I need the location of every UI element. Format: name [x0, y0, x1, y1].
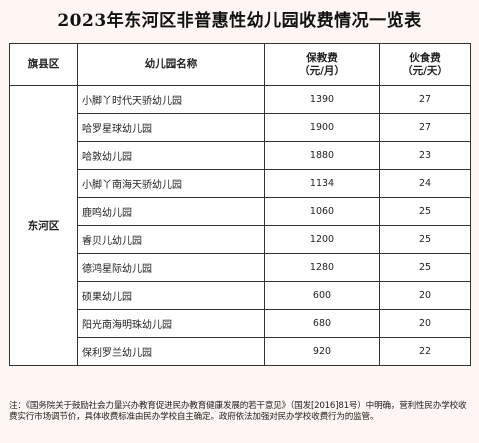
header-meal-line2: （元/天）	[402, 64, 448, 77]
table-row: 阳光南海明珠幼儿园 680 20	[10, 309, 471, 338]
tuition-cell: 1880	[264, 141, 380, 170]
footnote: 注：《国务院关于鼓励社会力量兴办教育促进民办教育健康发展的若干意见》（国发[20…	[9, 401, 467, 422]
meal-fee-cell: 20	[379, 281, 471, 310]
kindergarten-name-cell: 小脚丫时代天骄幼儿园	[77, 85, 265, 114]
table-row: 哈罗星球幼儿园 1900 27	[10, 113, 471, 142]
kindergarten-name-cell: 德鸿星际幼儿园	[77, 253, 265, 282]
table-row: 睿贝儿幼儿园 1200 25	[10, 225, 471, 254]
tuition-cell: 1060	[264, 197, 380, 226]
district-cell: 东河区	[9, 85, 78, 366]
header-tuition-line1: 保教费	[306, 51, 338, 64]
tuition-cell: 1390	[264, 85, 380, 114]
table-row: 哈敦幼儿园 1880 23	[10, 141, 471, 170]
meal-fee-cell: 23	[379, 141, 471, 170]
meal-fee-cell: 27	[379, 85, 471, 114]
meal-fee-cell: 22	[379, 337, 471, 366]
tuition-cell: 1280	[264, 253, 380, 282]
tuition-cell: 1900	[264, 113, 380, 142]
tuition-cell: 1200	[264, 225, 380, 254]
table-row: 德鸿星际幼儿园 1280 25	[10, 253, 471, 282]
tuition-cell: 920	[264, 337, 380, 366]
kindergarten-name-cell: 小脚丫南海天骄幼儿园	[77, 169, 265, 198]
header-meal: 伙食费 （元/天）	[379, 43, 471, 86]
header-tuition-line2: （元/月）	[299, 64, 345, 77]
header-tuition: 保教费 （元/月）	[264, 43, 380, 86]
fee-table: 旗县区 幼儿园名称 保教费 （元/月） 伙食费 （元/天） 东河区 小脚丫时代天骄…	[9, 43, 471, 366]
meal-fee-cell: 25	[379, 197, 471, 226]
meal-fee-cell: 24	[379, 169, 471, 198]
kindergarten-name-cell: 保利罗兰幼儿园	[77, 337, 265, 366]
tuition-cell: 680	[264, 309, 380, 338]
table-row: 鹿鸣幼儿园 1060 25	[10, 197, 471, 226]
table-row: 硕果幼儿园 600 20	[10, 281, 471, 310]
header-district: 旗县区	[9, 43, 78, 86]
table-row: 保利罗兰幼儿园 920 22	[10, 337, 471, 366]
kindergarten-name-cell: 睿贝儿幼儿园	[77, 225, 265, 254]
kindergarten-name-cell: 哈罗星球幼儿园	[77, 113, 265, 142]
header-name: 幼儿园名称	[77, 43, 265, 86]
kindergarten-name-cell: 阳光南海明珠幼儿园	[77, 309, 265, 338]
page-title: 2023年东河区非普惠性幼儿园收费情况一览表	[57, 11, 422, 31]
meal-fee-cell: 27	[379, 113, 471, 142]
table-row: 东河区 小脚丫时代天骄幼儿园 1390 27	[9, 85, 471, 366]
meal-fee-cell: 25	[379, 253, 471, 282]
meal-fee-cell: 20	[379, 309, 471, 338]
table-row: 小脚丫南海天骄幼儿园 1134 24	[10, 169, 471, 198]
tuition-cell: 1134	[264, 169, 380, 198]
table-body: 东河区 小脚丫时代天骄幼儿园 1390 27 哈罗星球幼儿园 1900 27 哈敦幼儿园 188…	[9, 85, 471, 366]
table-header-row: 旗县区 幼儿园名称 保教费 （元/月） 伙食费 （元/天）	[9, 43, 471, 86]
kindergarten-name-cell: 哈敦幼儿园	[77, 141, 265, 170]
kindergarten-name-cell: 硕果幼儿园	[77, 281, 265, 310]
tuition-cell: 600	[264, 281, 380, 310]
meal-fee-cell: 25	[379, 225, 471, 254]
header-meal-line1: 伙食费	[409, 51, 441, 64]
kindergarten-name-cell: 鹿鸣幼儿园	[77, 197, 265, 226]
